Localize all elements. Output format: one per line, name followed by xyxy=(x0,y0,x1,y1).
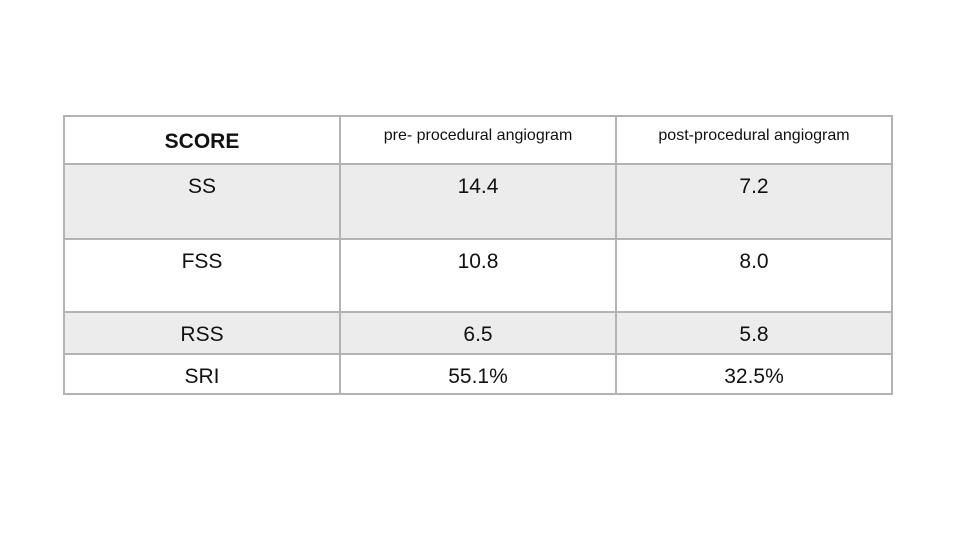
row-label: RSS xyxy=(63,311,341,355)
header-row: SCORE pre- procedural angiogram post-pro… xyxy=(63,115,893,165)
header-cell: SCORE xyxy=(63,115,341,165)
table-row: SRI 55.1% 32.5% xyxy=(63,353,893,395)
cell: 6.5 xyxy=(339,311,617,355)
table-row: FSS 10.8 8.0 xyxy=(63,238,893,313)
score-table: SCORE pre- procedural angiogram post-pro… xyxy=(63,115,893,395)
row-label: SRI xyxy=(63,353,341,395)
row-label: FSS xyxy=(63,238,341,313)
cell: 32.5% xyxy=(615,353,893,395)
cell: 8.0 xyxy=(615,238,893,313)
table-row: SS 14.4 7.2 xyxy=(63,163,893,240)
cell: 5.8 xyxy=(615,311,893,355)
header-cell: post-procedural angiogram xyxy=(615,115,893,165)
row-label: SS xyxy=(63,163,341,240)
header-cell: pre- procedural angiogram xyxy=(339,115,617,165)
cell: 10.8 xyxy=(339,238,617,313)
cell: 14.4 xyxy=(339,163,617,240)
cell: 55.1% xyxy=(339,353,617,395)
cell: 7.2 xyxy=(615,163,893,240)
table-row: RSS 6.5 5.8 xyxy=(63,311,893,355)
